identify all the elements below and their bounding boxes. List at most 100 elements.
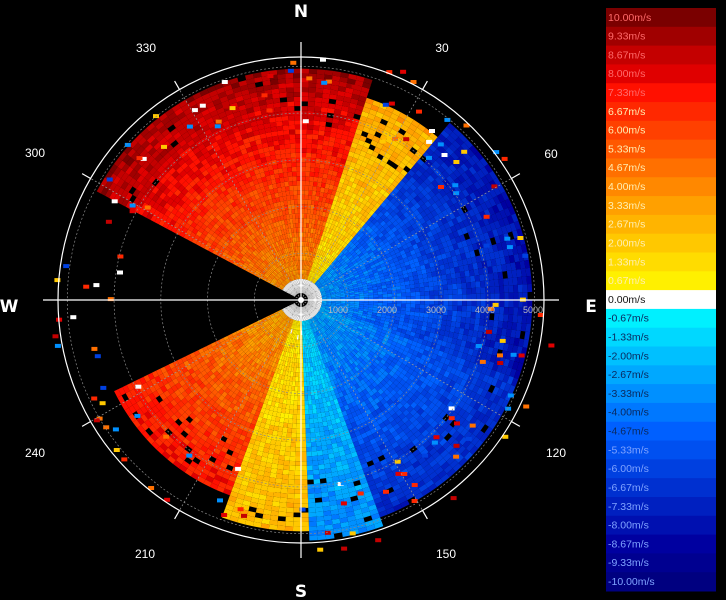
echo-cell: [379, 134, 388, 142]
echo-cell: [386, 121, 395, 129]
echo-cell: [301, 493, 308, 499]
echo-cell: [315, 263, 319, 269]
echo-cell: [279, 450, 286, 456]
echo-cell: [517, 284, 523, 293]
echo-cell: [368, 302, 374, 306]
echo-cell: [345, 195, 352, 202]
echo-cell: [323, 216, 328, 223]
echo-cell: [305, 237, 308, 242]
echo-cell: [286, 399, 291, 405]
echo-cell: [312, 228, 317, 234]
echo-cell: [329, 89, 338, 96]
echo-cell: [303, 218, 307, 224]
echo-cell: [301, 143, 307, 149]
echo-cell: [295, 451, 301, 457]
echo-cell: [371, 150, 379, 158]
echo-cell: [340, 188, 346, 194]
echo-cell: [316, 144, 323, 150]
echo-cell: [446, 315, 453, 322]
echo-cell: [301, 148, 307, 153]
echo-cell: [371, 120, 380, 128]
echo-cell: [327, 203, 333, 209]
echo-cell: [383, 174, 391, 181]
echo-cell: [333, 205, 339, 212]
echo-cell: [471, 293, 477, 300]
echo-cell: [326, 443, 333, 450]
echo-cell: [307, 237, 310, 243]
echo-cell: [368, 294, 374, 298]
echo-cell: [323, 510, 332, 517]
echo-cell: [284, 526, 294, 532]
echo-cell: [381, 114, 391, 122]
echo-cell: [280, 488, 288, 494]
echo-cell: [322, 236, 327, 242]
echo-cell: [341, 248, 347, 254]
echo-cell: [498, 278, 504, 287]
echo-cell: [351, 192, 357, 199]
echo-cell: [497, 320, 504, 329]
echo-cell: [428, 286, 434, 292]
echo-cell: [275, 440, 282, 446]
echo-cell: [308, 195, 312, 201]
echo-cell: [310, 385, 314, 391]
echo-cell: [325, 155, 332, 161]
echo-cell: [325, 472, 333, 479]
echo-cell: [504, 292, 509, 300]
echo-cell: [460, 276, 466, 284]
echo-cell: [303, 358, 306, 364]
echo-cell: [322, 192, 328, 198]
echo-cell: [311, 451, 318, 457]
echo-cell: [351, 214, 358, 221]
echo-cell: [418, 316, 424, 322]
echo-cell: [415, 300, 421, 305]
echo-cell: [323, 168, 329, 175]
echo-cell: [428, 281, 434, 287]
echo-cell: [317, 249, 322, 255]
echo-cell: [315, 506, 324, 513]
echo-cell: [324, 430, 330, 436]
echo-cell: [311, 139, 318, 145]
echo-cell: [310, 153, 317, 159]
echo-cell: [393, 169, 401, 177]
echo-cell: [295, 372, 299, 378]
echo-cell: [431, 271, 437, 277]
echo-cell: [412, 143, 421, 151]
echo-cell: [396, 306, 402, 311]
echo-cell: [306, 465, 313, 471]
echo-cell: [516, 322, 522, 331]
echo-cell: [446, 122, 456, 132]
echo-cell: [488, 319, 494, 327]
echo-cell: [312, 278, 317, 283]
echo-cell: [332, 118, 340, 125]
echo-cell: [269, 443, 276, 450]
echo-cell: [338, 81, 348, 88]
echo-cell: [310, 256, 314, 262]
echo-cell: [301, 110, 308, 116]
echo-cell: [330, 84, 339, 91]
echo-cell: [305, 428, 311, 434]
echo-cell: [444, 268, 451, 275]
echo-cell: [338, 119, 346, 126]
echo-cell: [405, 307, 411, 312]
echo-cell: [311, 404, 317, 410]
echo-cell: [448, 300, 453, 306]
echo-cell: [318, 210, 324, 217]
echo-cell: [383, 125, 393, 133]
echo-cell: [332, 258, 337, 264]
echo-cell: [312, 186, 317, 192]
echo-cell: [398, 150, 407, 159]
echo-cell: [311, 283, 316, 288]
echo-cell: [305, 442, 312, 448]
echo-cell: [276, 468, 284, 475]
echo-cell: [324, 202, 329, 208]
echo-cell: [343, 96, 352, 103]
echo-cell: [303, 236, 306, 242]
echo-cell: [307, 101, 315, 107]
echo-cell: [308, 507, 316, 513]
echo-cell: [350, 98, 359, 105]
echo-cell: [352, 137, 360, 145]
echo-cell: [440, 129, 450, 139]
echo-cell: [342, 149, 350, 156]
echo-cell: [305, 418, 310, 424]
echo-cell: [296, 428, 301, 434]
